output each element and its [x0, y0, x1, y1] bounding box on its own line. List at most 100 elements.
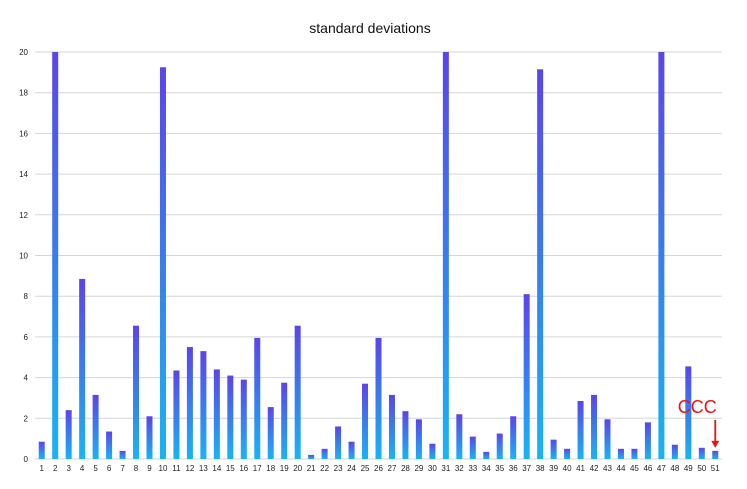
- bar-13: [200, 351, 207, 459]
- x-tick-label: 19: [280, 464, 289, 473]
- x-tick-label: 21: [307, 464, 316, 473]
- bar-21: [308, 454, 315, 459]
- bar-23: [335, 426, 342, 459]
- annotation-label: CCC: [678, 397, 717, 417]
- bars: [38, 52, 719, 460]
- bar-3: [65, 410, 72, 459]
- y-tick-label: 4: [24, 374, 29, 383]
- x-tick-label: 44: [617, 464, 626, 473]
- bar-17: [254, 337, 261, 459]
- x-tick-label: 12: [185, 464, 194, 473]
- bar-2: [52, 52, 59, 459]
- bar-47: [658, 52, 665, 459]
- x-tick-label: 5: [93, 464, 98, 473]
- x-tick-label: 18: [266, 464, 275, 473]
- x-tick-label: 30: [428, 464, 437, 473]
- x-tick-label: 31: [441, 464, 450, 473]
- x-tick-label: 22: [320, 464, 329, 473]
- x-tick-label: 38: [536, 464, 545, 473]
- y-tick-label: 0: [24, 455, 29, 464]
- bar-26: [375, 337, 382, 459]
- bar-14: [213, 369, 220, 459]
- y-tick-label: 20: [19, 48, 28, 57]
- x-tick-label: 1: [40, 464, 45, 473]
- bar-12: [186, 347, 193, 459]
- bar-31: [442, 52, 449, 459]
- x-tick-label: 3: [66, 464, 71, 473]
- x-tick-label: 35: [495, 464, 504, 473]
- bar-48: [671, 444, 678, 459]
- annotation-arrowhead: [711, 440, 720, 448]
- bar-28: [402, 411, 409, 459]
- x-tick-label: 26: [374, 464, 383, 473]
- x-tick-label: 29: [414, 464, 423, 473]
- bar-5: [92, 394, 99, 459]
- x-tick-label: 4: [80, 464, 85, 473]
- bar-38: [537, 69, 544, 460]
- bar-36: [510, 416, 517, 459]
- x-tick-label: 34: [482, 464, 491, 473]
- bar-32: [456, 414, 463, 459]
- x-tick-label: 41: [576, 464, 585, 473]
- bar-29: [415, 419, 422, 459]
- y-tick-label: 14: [19, 170, 28, 179]
- bar-25: [362, 383, 369, 459]
- bar-6: [106, 431, 113, 459]
- x-tick-label: 36: [509, 464, 518, 473]
- y-axis-ticks: 0 2 4 6 8 10 12 14 16 18 20: [19, 48, 28, 464]
- bar-4: [79, 278, 86, 459]
- x-tick-label: 14: [212, 464, 221, 473]
- bar-41: [577, 401, 584, 459]
- bar-46: [644, 422, 651, 459]
- bar-20: [294, 325, 301, 459]
- bar-16: [240, 379, 247, 459]
- x-tick-label: 39: [549, 464, 558, 473]
- bar-7: [119, 450, 126, 459]
- bar-33: [469, 436, 476, 459]
- x-tick-label: 23: [334, 464, 343, 473]
- bar-15: [227, 375, 234, 459]
- x-tick-label: 2: [53, 464, 58, 473]
- x-tick-label: 7: [120, 464, 125, 473]
- x-tick-label: 42: [590, 464, 599, 473]
- x-tick-label: 10: [159, 464, 168, 473]
- x-axis-ticks: 1 2 3 4 5 6 7 8 9 10 11 12 13 14 15 16 17 18 19 20 21 22 23 24 2…: [40, 464, 721, 473]
- chart-title: standard deviations: [309, 20, 430, 36]
- bar-43: [604, 419, 611, 459]
- bar-11: [173, 370, 180, 459]
- x-tick-label: 25: [361, 464, 370, 473]
- bar-27: [388, 394, 395, 459]
- bar-42: [591, 394, 598, 459]
- x-tick-label: 9: [147, 464, 152, 473]
- x-tick-label: 49: [684, 464, 693, 473]
- bar-39: [550, 439, 557, 459]
- x-tick-label: 33: [468, 464, 477, 473]
- y-tick-label: 16: [19, 129, 28, 138]
- y-tick-label: 6: [24, 333, 29, 342]
- x-tick-label: 8: [134, 464, 139, 473]
- x-tick-label: 43: [603, 464, 612, 473]
- y-tick-label: 18: [19, 89, 28, 98]
- x-tick-label: 13: [199, 464, 208, 473]
- bar-9: [146, 416, 153, 459]
- x-tick-label: 45: [630, 464, 639, 473]
- x-tick-label: 11: [172, 464, 181, 473]
- bar-40: [564, 448, 571, 459]
- bar-18: [267, 407, 274, 459]
- x-tick-label: 27: [388, 464, 397, 473]
- x-tick-label: 32: [455, 464, 464, 473]
- bar-22: [321, 448, 328, 459]
- x-tick-label: 51: [711, 464, 720, 473]
- bar-49: [685, 366, 692, 459]
- y-tick-label: 2: [24, 414, 29, 423]
- y-tick-label: 12: [19, 211, 28, 220]
- y-tick-label: 10: [19, 252, 28, 261]
- bar-37: [523, 294, 530, 459]
- x-tick-label: 24: [347, 464, 356, 473]
- bar-34: [483, 451, 490, 459]
- bar-24: [348, 441, 355, 459]
- bar-30: [429, 443, 436, 459]
- x-tick-label: 47: [657, 464, 666, 473]
- bar-50: [698, 447, 705, 459]
